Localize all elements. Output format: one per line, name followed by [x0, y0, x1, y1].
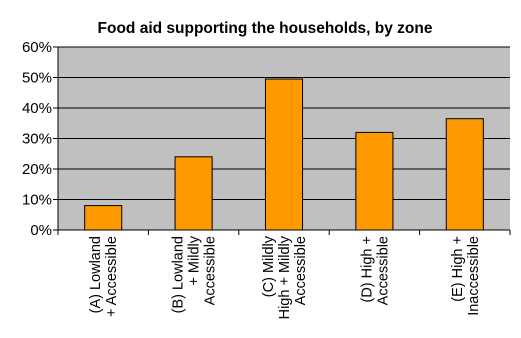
bar: [445, 118, 484, 231]
x-category-label-line: Accessible: [203, 236, 219, 305]
y-tick-labels: 0% 10% 20% 30% 40% 50% 60%: [22, 39, 52, 239]
y-tick-label: 60%: [22, 39, 52, 56]
x-category-label-line: + Accessible: [104, 236, 120, 317]
x-category-label: (D) High + Accessible: [359, 236, 391, 305]
y-tick-label: 10%: [22, 192, 52, 209]
x-category-label-line: Accessible: [375, 236, 391, 305]
y-tick-label: 50%: [22, 70, 52, 87]
y-tick-label: 40%: [22, 100, 52, 117]
x-category-label-line: (E) High +: [450, 236, 466, 302]
x-category-label: (B) Lowland + Mildly Accessible: [171, 235, 219, 313]
axes: [57, 47, 511, 235]
x-category-label: (A) Lowland + Accessible: [88, 236, 120, 317]
x-category-label-line: (C) Mildly: [261, 235, 277, 297]
y-tick-label: 20%: [22, 161, 52, 178]
x-category-label-line: (D) High +: [359, 236, 375, 302]
x-category-label-line: Inaccessible: [466, 236, 482, 316]
x-category-label-line: Accessible: [293, 236, 309, 305]
x-category-label-line: High + Mildly: [277, 235, 293, 319]
x-category-label: (E) High + Inaccessible: [450, 236, 482, 316]
bar: [174, 156, 213, 231]
y-tick-label: 30%: [22, 131, 52, 148]
chart-title: Food aid supporting the households, by z…: [98, 20, 433, 37]
bars: [84, 78, 484, 231]
y-tick-label: 0%: [30, 222, 52, 239]
bar: [355, 131, 394, 231]
x-category-label-line: (A) Lowland: [88, 236, 104, 313]
x-category-labels: (A) Lowland + Accessible (B) Lowland + Mild…: [88, 235, 482, 319]
x-category-label-line: + Mildly: [187, 235, 203, 285]
bar: [84, 205, 123, 231]
bar: [264, 78, 304, 231]
x-category-label: (C) Mildly High + Mildly Accessible: [261, 235, 309, 319]
x-category-label-line: (B) Lowland: [171, 236, 187, 313]
